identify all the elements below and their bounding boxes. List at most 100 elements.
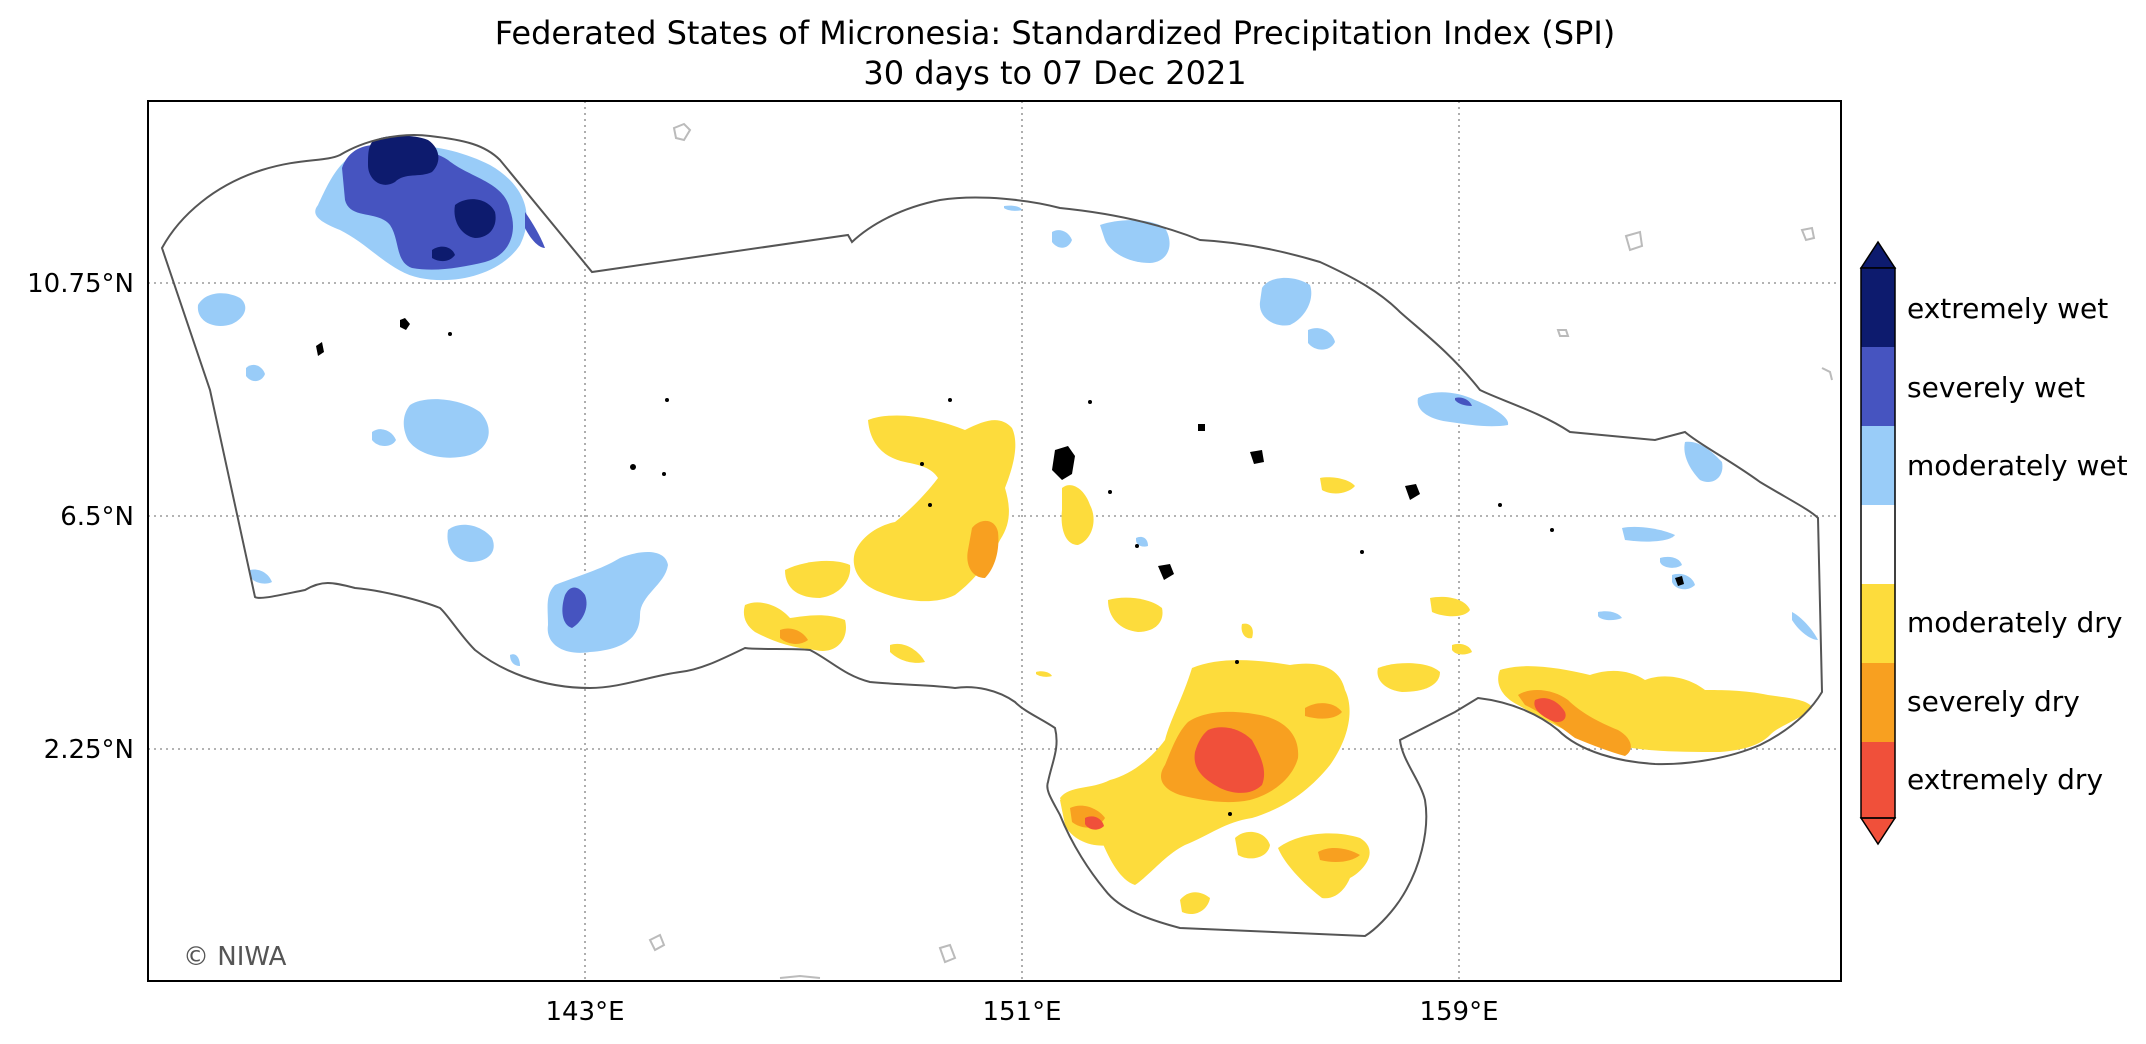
- island: [1550, 528, 1554, 532]
- gridlines: [148, 101, 1841, 981]
- island: [316, 342, 324, 356]
- wet-region: [1660, 556, 1682, 568]
- lon-label: 143°E: [545, 997, 624, 1027]
- wet-region: [447, 524, 494, 562]
- island-chuuk: [1052, 446, 1075, 480]
- dry-region: [1377, 663, 1440, 692]
- legend-label-moderately-dry: moderately dry: [1907, 606, 2122, 639]
- dry-region: [1180, 892, 1210, 915]
- lat-label: 2.25°N: [44, 735, 134, 765]
- extremely-dry-region: [1085, 816, 1104, 830]
- island: [662, 472, 666, 476]
- extremely-dry-region: [1534, 698, 1566, 723]
- island: [1498, 503, 1502, 507]
- island: [1405, 484, 1420, 500]
- wet-region: [403, 399, 489, 458]
- outline-island: [672, 122, 692, 142]
- legend-swatch: [1861, 584, 1895, 663]
- legend-swatch: [1861, 663, 1895, 742]
- severely-dry-region: [1305, 703, 1342, 719]
- legend-swatch: [1861, 505, 1895, 584]
- outline-island: [1821, 367, 1833, 381]
- extremely-wet-region: [454, 199, 496, 238]
- severely-dry-region: [967, 520, 999, 578]
- dry-region: [1235, 831, 1270, 859]
- island-kosrae: [1675, 576, 1684, 586]
- island: [928, 503, 932, 507]
- dry-region: [785, 560, 851, 598]
- island: [1198, 424, 1205, 431]
- severely-wet-region: [1455, 397, 1472, 406]
- severely-dry-region: [780, 628, 808, 644]
- wet-region: [1792, 612, 1818, 640]
- severely-wet-region: [525, 212, 545, 248]
- wet-region: [1259, 277, 1312, 326]
- legend-label-severely-dry: severely dry: [1907, 685, 2080, 718]
- outline-island: [938, 943, 957, 964]
- extremely-dry-regions: [1085, 698, 1566, 830]
- island: [1135, 544, 1139, 548]
- lon-label: 159°E: [1419, 997, 1498, 1027]
- wet-region: [250, 569, 272, 584]
- map-title: Federated States of Micronesia: Standard…: [494, 14, 1616, 52]
- island: [400, 318, 410, 330]
- wet-region: [246, 364, 265, 382]
- colorbar-outline: [1860, 267, 1896, 819]
- legend-swatch: [1861, 426, 1895, 505]
- outline-island: [1556, 329, 1570, 337]
- dry-region: [743, 602, 846, 651]
- dry-region: [1452, 643, 1472, 655]
- island: [1108, 490, 1112, 494]
- extremely-wet-regions: [368, 135, 496, 262]
- dry-region: [1061, 485, 1094, 545]
- wet-region: [1598, 611, 1622, 621]
- severely-dry-region: [1318, 848, 1360, 863]
- legend-label-extremely-dry: extremely dry: [1907, 763, 2103, 796]
- dry-region: [890, 643, 925, 663]
- island: [1158, 564, 1174, 580]
- extremely-wet-region: [368, 135, 439, 185]
- dry-region: [1430, 596, 1470, 617]
- extremely-dry-region-central: [1194, 727, 1265, 793]
- wet-region: [1100, 220, 1170, 263]
- legend-label-severely-wet: severely wet: [1907, 371, 2085, 404]
- wet-region: [1684, 441, 1723, 482]
- map-subtitle: 30 days to 07 Dec 2021: [863, 54, 1247, 92]
- colorbar-top-extension: [1859, 240, 1897, 269]
- legend-swatch: [1861, 268, 1895, 347]
- lat-label: 10.75°N: [27, 269, 134, 299]
- dry-region: [1241, 623, 1253, 639]
- wet-region: [1308, 328, 1335, 350]
- legend-label-extremely-wet: extremely wet: [1907, 292, 2108, 325]
- colorbar-bottom-extension: [1859, 817, 1897, 846]
- extremely-wet-region: [432, 246, 455, 262]
- wet-region: [1004, 205, 1022, 211]
- island: [948, 398, 952, 402]
- lat-label: 6.5°N: [60, 502, 134, 532]
- island: [448, 332, 452, 336]
- dry-region: [1108, 597, 1163, 632]
- outline-island: [779, 974, 821, 979]
- eez-boundary: [160, 134, 1824, 938]
- island: [1228, 812, 1232, 816]
- neighbour-outlines: [648, 122, 1833, 979]
- wet-region: [1052, 230, 1072, 248]
- wet-region: [547, 552, 668, 653]
- island-pohnpei: [1250, 450, 1264, 464]
- wet-region: [1417, 392, 1509, 427]
- colorbar: extremely wet severely wet moderately we…: [1859, 240, 2128, 846]
- island: [920, 462, 924, 466]
- wet-region: [1136, 536, 1148, 547]
- island: [630, 464, 636, 470]
- island: [1088, 400, 1092, 404]
- severely-wet-region: [562, 587, 587, 628]
- outline-island: [1624, 230, 1644, 252]
- wet-region: [197, 293, 246, 326]
- legend-swatch: [1861, 742, 1895, 818]
- lon-labels: 143°E 151°E 159°E: [545, 997, 1498, 1027]
- credit-text: © NIWA: [183, 942, 287, 972]
- dry-region: [1320, 477, 1355, 494]
- wet-region: [372, 429, 396, 446]
- outline-island: [648, 933, 666, 952]
